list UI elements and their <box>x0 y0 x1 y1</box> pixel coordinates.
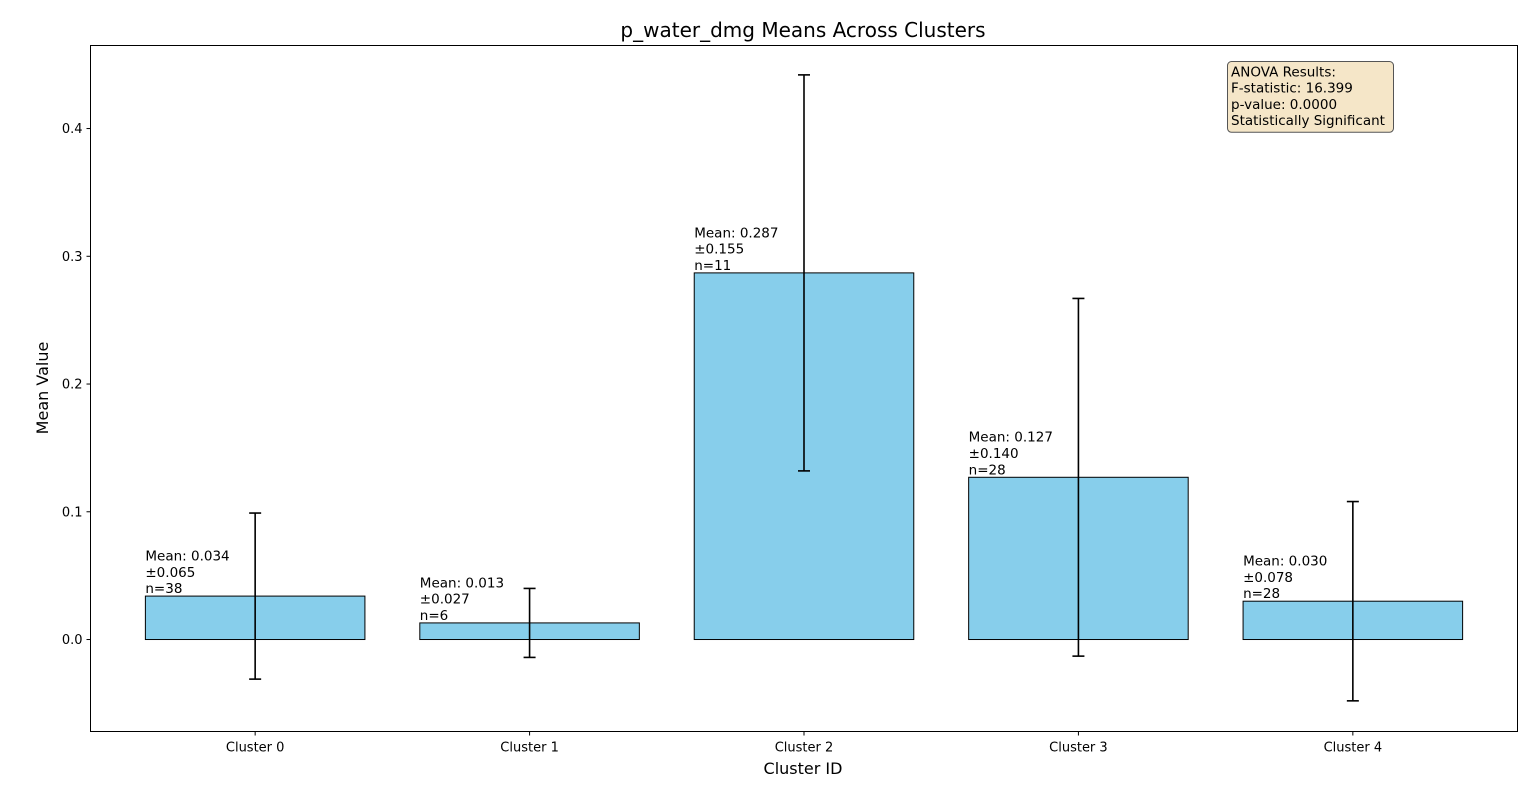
bar-value-label: ±0.027 <box>420 592 470 608</box>
x-axis-label: Cluster ID <box>764 759 843 778</box>
x-tick-label: Cluster 0 <box>226 741 285 756</box>
x-tick-label: Cluster 4 <box>1324 741 1383 756</box>
anova-annotation: ANOVA Results:F-statistic: 16.399p-value… <box>1227 61 1394 133</box>
y-tick-label: 0.1 <box>62 505 83 520</box>
y-axis-label: Mean Value <box>33 342 52 435</box>
anova-text-line: p-value: 0.0000 <box>1231 97 1337 113</box>
y-tick-label: 0.0 <box>62 633 83 648</box>
bar-value-label: Mean: 0.034 <box>145 548 229 564</box>
bar-value-label: Mean: 0.013 <box>420 575 504 591</box>
x-tick-label: Cluster 1 <box>500 741 559 756</box>
plot-frame <box>90 45 1518 732</box>
x-tick-label: Cluster 3 <box>1049 741 1108 756</box>
anova-box <box>1227 61 1394 133</box>
x-tick-label: Cluster 2 <box>775 741 834 756</box>
chart-title: p_water_dmg Means Across Clusters <box>620 18 985 42</box>
bar-value-label: ±0.078 <box>1243 570 1293 586</box>
bar-value-label: ±0.140 <box>969 446 1019 462</box>
anova-text-line: ANOVA Results: <box>1231 65 1336 81</box>
bar-value-label: n=11 <box>694 258 731 274</box>
y-tick-label: 0.3 <box>62 250 83 265</box>
bar-value-label: n=28 <box>1243 586 1280 602</box>
bar-value-label: n=38 <box>145 581 182 597</box>
plot-area: 0.0 0.1 0.2 0.3 0.4 Cluster 0 Mean: 0.034±0.06… <box>62 74 1464 756</box>
bar-value-label: Mean: 0.287 <box>694 225 778 241</box>
bar-value-label: Mean: 0.127 <box>969 430 1053 446</box>
y-tick-label: 0.2 <box>62 378 83 393</box>
bar-value-label: ±0.155 <box>694 242 744 258</box>
bar-value-label: ±0.065 <box>145 565 195 581</box>
bar-value-label: n=6 <box>420 608 448 624</box>
bar-value-label: Mean: 0.030 <box>1243 554 1327 570</box>
anova-text-line: Statistically Significant <box>1231 113 1385 129</box>
bar-value-label: n=28 <box>969 462 1006 478</box>
anova-text-line: F-statistic: 16.399 <box>1231 81 1353 97</box>
y-tick-label: 0.4 <box>62 122 83 137</box>
